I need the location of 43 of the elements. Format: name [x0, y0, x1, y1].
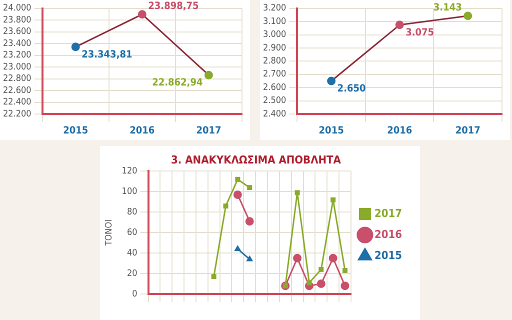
y-tick-label: 23.600: [2, 27, 32, 38]
legend-label: 2015: [374, 248, 402, 262]
data-label: 23.898,75: [148, 0, 199, 12]
y-tick-label: 40: [126, 248, 138, 258]
y-tick-label: 3.200: [262, 4, 286, 14]
y-tick-label: 3.000: [262, 30, 286, 40]
y-tick-label: 0: [132, 289, 138, 300]
y-tick-label: 24.000: [2, 4, 32, 14]
x-tick-label: 2017: [455, 126, 480, 137]
y-tick-label: 2.800: [262, 56, 286, 67]
data-label: 23.343,81: [82, 49, 132, 60]
x-tick-label: 2016: [387, 126, 412, 137]
legend-label: 2017: [374, 206, 402, 220]
chart-title: 3. ΑΝΑΚΥΚΛΩΣΙΜΑ ΑΠΟΒΛΗΤΑ: [171, 153, 342, 166]
y-tick-label: 2.600: [262, 82, 286, 93]
y-tick-label: 100: [122, 187, 138, 198]
data-label: 22.862,94: [152, 78, 203, 89]
x-tick-label: 2017: [196, 126, 222, 137]
y-tick-label: 23.000: [2, 62, 32, 72]
legend-label: 2016: [374, 228, 402, 241]
y-tick-label: 22.800: [2, 74, 32, 84]
x-tick-label: 2015: [63, 126, 88, 137]
y-axis-title: ΤΟΝΟΙ: [104, 220, 115, 247]
y-tick-label: 22.400: [2, 98, 32, 108]
y-tick-label: 23.800: [2, 15, 32, 26]
y-tick-label: 23.200: [2, 50, 32, 61]
y-tick-label: 23.400: [2, 38, 32, 49]
data-label: 2.650: [337, 84, 366, 95]
data-label: 3.075: [406, 27, 434, 38]
x-tick-label: 2015: [318, 126, 344, 137]
y-tick-label: 120: [122, 166, 138, 177]
x-tick-label: 2016: [130, 126, 155, 137]
y-tick-label: 2.500: [262, 96, 286, 106]
y-tick-label: 22.600: [2, 86, 32, 96]
y-tick-label: 20: [126, 268, 138, 279]
data-label: 3.143: [433, 2, 462, 14]
y-tick-label: 2.400: [262, 109, 286, 120]
y-tick-label: 2.700: [262, 70, 286, 80]
y-tick-label: 2.900: [262, 43, 286, 54]
y-tick-label: 60: [126, 228, 138, 238]
y-tick-label: 3.100: [262, 16, 286, 27]
y-tick-label: 22.200: [2, 109, 32, 120]
y-tick-label: 80: [126, 207, 138, 218]
